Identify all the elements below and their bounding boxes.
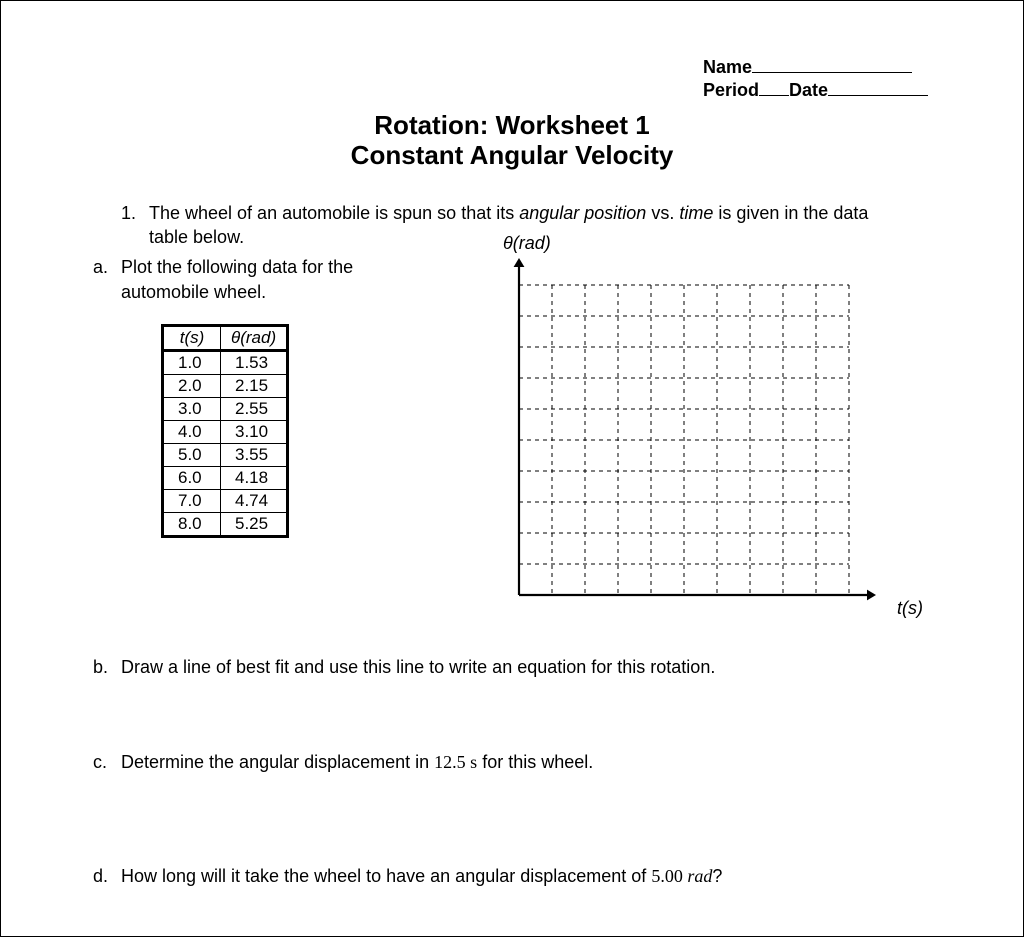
table-row: 1.01.53 (163, 350, 288, 374)
sub-c-post: for this wheel. (477, 752, 593, 772)
cell-theta: 3.10 (221, 420, 288, 443)
period-date-row: Period Date (703, 79, 928, 102)
sub-d-unit: rad (687, 866, 712, 886)
table-row: 5.03.55 (163, 443, 288, 466)
plot-area: a. Plot the following data for the autom… (121, 255, 893, 615)
cell-theta: 1.53 (221, 350, 288, 374)
sub-d-post: ? (712, 866, 722, 886)
sub-d-pre: How long will it take the wheel to have … (121, 866, 651, 886)
cell-t: 7.0 (163, 489, 221, 512)
cell-t: 6.0 (163, 466, 221, 489)
col-t-header: t(s) (163, 325, 221, 350)
sub-b: b. Draw a line of best fit and use this … (121, 655, 893, 679)
q1-marker: 1. (121, 201, 149, 225)
table-row: 3.02.55 (163, 397, 288, 420)
cell-theta: 3.55 (221, 443, 288, 466)
q1-em1: angular position (519, 203, 646, 223)
worksheet-page: Name Period Date Rotation: Worksheet 1 Co… (0, 0, 1024, 937)
sub-c-text: Determine the angular displacement in 12… (121, 750, 593, 774)
sub-d-marker: d. (93, 864, 121, 888)
chart-grid-svg (501, 255, 881, 615)
content: 1. The wheel of an automobile is spun so… (61, 201, 963, 888)
table-row: 2.02.15 (163, 374, 288, 397)
sub-c: c. Determine the angular displacement in… (121, 750, 893, 774)
sub-d-text: How long will it take the wheel to have … (121, 864, 722, 888)
y-axis-label: θ(rad) (503, 233, 551, 254)
q1-pre: The wheel of an automobile is spun so th… (149, 203, 519, 223)
cell-theta: 5.25 (221, 512, 288, 536)
q1-em2: time (679, 203, 713, 223)
header-fields: Name Period Date (703, 56, 928, 103)
cell-t: 8.0 (163, 512, 221, 536)
date-blank[interactable] (828, 82, 928, 96)
q1-mid: vs. (646, 203, 679, 223)
table-row: 7.04.74 (163, 489, 288, 512)
cell-theta: 2.55 (221, 397, 288, 420)
period-label: Period (703, 80, 759, 100)
x-axis-label: t(s) (897, 598, 923, 619)
table-row: 6.04.18 (163, 466, 288, 489)
cell-t: 4.0 (163, 420, 221, 443)
sub-a-text: Plot the following data for the automobi… (121, 255, 391, 304)
sub-c-value: 12.5 s (434, 752, 477, 772)
sub-a-marker: a. (93, 255, 121, 304)
cell-theta: 2.15 (221, 374, 288, 397)
col-theta-header: θ(rad) (221, 325, 288, 350)
name-blank[interactable] (752, 59, 912, 73)
date-label: Date (789, 80, 828, 100)
cell-theta: 4.18 (221, 466, 288, 489)
cell-t: 5.0 (163, 443, 221, 466)
sub-c-pre: Determine the angular displacement in (121, 752, 434, 772)
cell-theta: 4.74 (221, 489, 288, 512)
cell-t: 2.0 (163, 374, 221, 397)
title-block: Rotation: Worksheet 1 Constant Angular V… (61, 111, 963, 171)
table-row: 8.05.25 (163, 512, 288, 536)
title-line-2: Constant Angular Velocity (61, 141, 963, 171)
chart: θ(rad) t(s) (501, 255, 881, 615)
table-row: 4.03.10 (163, 420, 288, 443)
sub-b-marker: b. (93, 655, 121, 679)
sub-d: d. How long will it take the wheel to ha… (121, 864, 893, 888)
name-label: Name (703, 57, 752, 77)
name-field: Name (703, 56, 928, 79)
sub-a: a. Plot the following data for the autom… (121, 255, 481, 304)
plot-right-column: θ(rad) t(s) (481, 255, 893, 615)
cell-t: 3.0 (163, 397, 221, 420)
period-blank[interactable] (759, 82, 789, 96)
sub-d-value: 5.00 (651, 866, 687, 886)
sub-b-text: Draw a line of best fit and use this lin… (121, 655, 715, 679)
sub-c-marker: c. (93, 750, 121, 774)
title-line-1: Rotation: Worksheet 1 (61, 111, 963, 141)
data-table: t(s) θ(rad) 1.01.532.02.153.02.554.03.10… (161, 324, 289, 538)
table-header-row: t(s) θ(rad) (163, 325, 288, 350)
plot-left-column: a. Plot the following data for the autom… (121, 255, 481, 538)
cell-t: 1.0 (163, 350, 221, 374)
